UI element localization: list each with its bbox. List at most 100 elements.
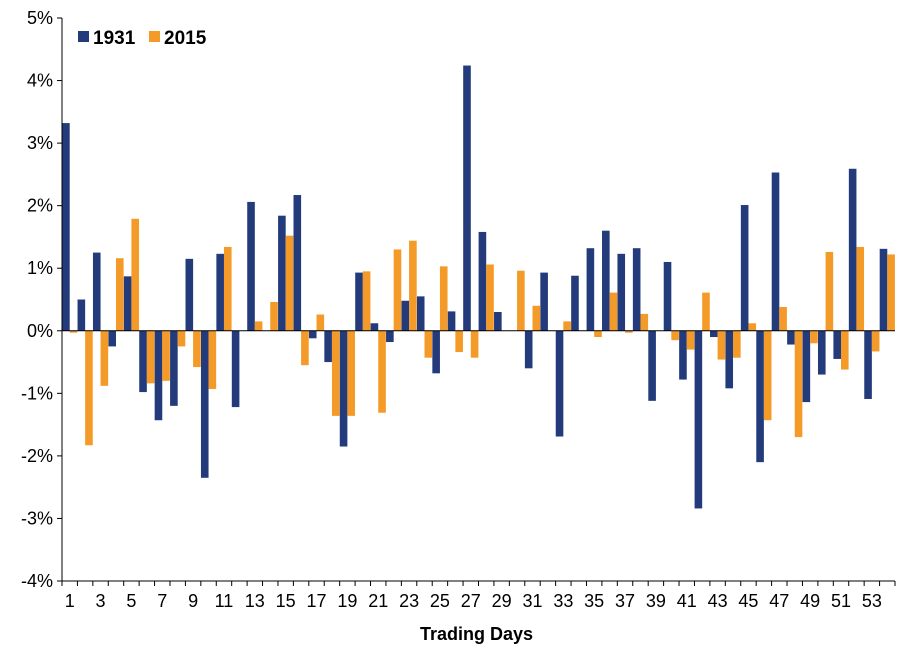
y-tick-label: -1%	[21, 383, 53, 403]
bar-1931-day-51	[833, 330, 842, 359]
bar-1931-day-24	[416, 296, 425, 331]
bar-2015-day-15	[285, 235, 294, 331]
x-tick-label: 15	[276, 591, 296, 611]
bar-2015-day-43	[717, 330, 726, 360]
x-tick-label: 39	[646, 591, 666, 611]
x-tick-label: 45	[738, 591, 758, 611]
bar-2015-day-7	[162, 330, 170, 381]
x-tick-label: 17	[307, 591, 327, 611]
legend-label-2015: 2015	[164, 28, 207, 49]
bar-2015-day-36	[609, 292, 618, 331]
bar-2015-day-17	[316, 314, 325, 331]
bar-1931-day-22	[386, 330, 394, 343]
bar-2015-day-13	[254, 321, 263, 331]
bar-2015-day-5	[131, 218, 140, 331]
legend-label-1931: 1931	[93, 28, 136, 49]
x-tick-label: 31	[522, 591, 542, 611]
bar-1931-day-32	[540, 272, 548, 331]
x-tick-label: 33	[553, 591, 573, 611]
bar-1931-day-1	[62, 123, 70, 331]
bar-1931-day-36	[602, 230, 610, 331]
x-tick-label: 25	[430, 591, 450, 611]
bar-2015-day-2	[85, 330, 93, 446]
bar-2015-day-11	[223, 246, 232, 331]
bar-2015-day-27	[470, 330, 479, 358]
bar-2015-day-22	[393, 249, 402, 331]
bar-2015-day-53	[871, 330, 880, 352]
bar-2015-day-4	[115, 258, 124, 331]
bar-2015-day-18	[331, 330, 340, 416]
bar-1931-day-28	[478, 231, 487, 331]
y-tick-label: -2%	[21, 446, 53, 466]
bar-1931-day-35	[586, 248, 595, 331]
bar-1931-day-37	[617, 253, 626, 331]
x-tick-label: 49	[800, 591, 820, 611]
x-tick-label: 35	[584, 591, 604, 611]
bar-1931-day-13	[247, 201, 255, 331]
bar-2015-day-42	[702, 292, 710, 331]
bar-2015-day-41	[686, 330, 695, 350]
bar-2015-day-9	[193, 330, 201, 368]
x-tick-label: 7	[157, 591, 167, 611]
bar-1931-day-38	[632, 248, 641, 331]
x-tick-label: 3	[96, 591, 106, 611]
bar-1931-day-47	[771, 172, 780, 331]
bar-1931-day-18	[324, 330, 332, 363]
bar-1931-day-12	[231, 330, 240, 408]
x-tick-label: 19	[337, 591, 357, 611]
bar-1931-day-43	[710, 330, 718, 338]
bar-1931-day-52	[848, 168, 857, 331]
bar-1931-day-42	[694, 330, 703, 509]
bar-2015-day-28	[486, 264, 494, 331]
y-tick-label: -4%	[21, 571, 53, 591]
bar-1931-day-45	[740, 205, 749, 331]
bar-2015-day-35	[594, 330, 602, 338]
bar-2015-day-19	[347, 330, 355, 416]
bar-1931-day-11	[216, 253, 224, 331]
bar-1931-day-29	[494, 312, 502, 331]
bar-2015-day-23	[409, 240, 417, 331]
y-tick-label: 3%	[27, 133, 53, 153]
bar-1931-day-49	[802, 330, 811, 403]
x-tick-label: 53	[862, 591, 882, 611]
bar-2015-day-8	[177, 330, 186, 347]
bar-2015-day-51	[841, 330, 849, 370]
y-tick-label: 4%	[27, 71, 53, 91]
y-tick-label: 1%	[27, 258, 53, 278]
x-tick-label: 29	[492, 591, 512, 611]
legend-swatch-2015	[149, 31, 160, 42]
bar-1931-day-40	[663, 261, 672, 331]
bar-1931-day-48	[787, 330, 795, 345]
bar-1931-day-26	[447, 311, 456, 331]
y-tick-label: 0%	[27, 321, 53, 341]
bar-1931-day-50	[817, 330, 826, 375]
bar-2015-day-6	[146, 330, 155, 384]
bar-1931-day-44	[725, 330, 734, 389]
x-tick-label: 47	[769, 591, 789, 611]
bar-1931-day-10	[200, 330, 209, 478]
bar-1931-day-17	[308, 330, 317, 339]
bar-2015-day-25	[439, 266, 448, 331]
legend-swatch-1931	[78, 31, 89, 42]
x-tick-label: 5	[126, 591, 136, 611]
x-tick-label: 1	[65, 591, 75, 611]
bar-1931-day-8	[170, 330, 178, 406]
bar-1931-day-27	[463, 65, 471, 331]
bar-1931-day-16	[293, 195, 302, 331]
bar-2015-day-46	[763, 330, 772, 421]
x-tick-label: 23	[399, 591, 419, 611]
bar-2015-day-37	[625, 330, 633, 333]
bar-2015-day-26	[455, 330, 463, 353]
bar-1931-day-7	[154, 330, 163, 421]
bar-2015-day-30	[517, 270, 525, 331]
bar-2015-day-47	[779, 307, 787, 331]
bar-1931-day-3	[92, 252, 101, 331]
legend: 1931 2015	[78, 28, 207, 49]
x-tick-label: 37	[615, 591, 635, 611]
bar-2015-day-21	[378, 330, 386, 413]
bar-1931-day-39	[648, 330, 656, 401]
bars-layer	[62, 65, 895, 509]
bar-2015-day-10	[208, 330, 217, 389]
bar-1931-day-31	[524, 330, 533, 369]
